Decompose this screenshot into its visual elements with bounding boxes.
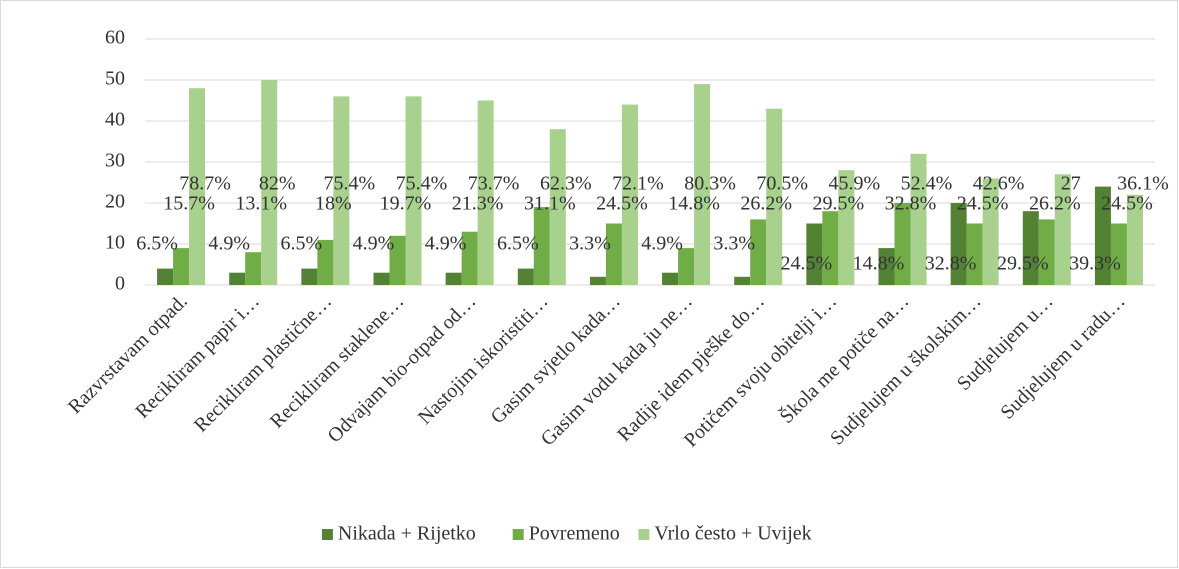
data-label: 3.3% <box>569 233 611 255</box>
bar <box>405 96 422 286</box>
legend-label: Povremeno <box>529 523 620 545</box>
bar <box>1054 174 1071 285</box>
bar <box>750 219 767 285</box>
bar <box>1094 186 1111 285</box>
bar <box>373 272 390 285</box>
legend-label: Vrlo često + Uvijek <box>654 523 811 545</box>
data-label: 4.9% <box>208 233 250 255</box>
data-label: 72.1% <box>612 173 664 195</box>
bar <box>1110 223 1127 285</box>
data-label: 24.5% <box>596 193 648 215</box>
data-label: 14.8% <box>668 193 720 215</box>
data-label: 3.3% <box>713 233 755 255</box>
bar <box>533 207 550 285</box>
bar <box>301 268 318 285</box>
bar <box>461 231 478 285</box>
bar <box>694 84 711 285</box>
y-tick-label: 10 <box>105 232 125 254</box>
bar <box>445 272 462 285</box>
bar <box>910 153 927 285</box>
bar <box>389 235 406 285</box>
bar <box>621 104 638 285</box>
data-label: 29.5% <box>813 193 865 215</box>
data-label: 4.9% <box>425 233 467 255</box>
data-label: 26.2% <box>1029 193 1081 215</box>
bar <box>517 268 534 285</box>
data-label: 4.9% <box>641 233 683 255</box>
data-label: 6.5% <box>497 233 539 255</box>
data-label: 31.1% <box>524 193 576 215</box>
data-label: 21.3% <box>452 193 504 215</box>
bar <box>605 223 622 285</box>
data-label: 80.3% <box>684 173 736 195</box>
data-label: 6.5% <box>136 233 178 255</box>
legend-label: Nikada + Rijetko <box>338 523 476 545</box>
y-tick-label: 0 <box>115 273 125 295</box>
bar <box>766 108 783 285</box>
data-label: 42.6% <box>973 173 1025 195</box>
data-label: 75.4% <box>324 173 376 195</box>
bar <box>317 239 334 285</box>
data-label: 14.8% <box>853 253 905 275</box>
bar <box>245 252 262 285</box>
bar <box>822 211 839 285</box>
data-label: 62.3% <box>540 173 592 195</box>
bar <box>229 272 246 285</box>
bar <box>838 170 855 285</box>
data-label: 32.8% <box>885 193 937 215</box>
data-label: 45.9% <box>829 173 881 195</box>
data-label: 82% <box>259 173 296 195</box>
data-label: 73.7% <box>468 173 520 195</box>
data-label: 4.9% <box>353 233 395 255</box>
legend-swatch <box>638 529 650 540</box>
legend-swatch <box>321 529 333 540</box>
data-label: 32.8% <box>925 253 977 275</box>
bar <box>982 178 999 285</box>
y-tick-label: 30 <box>105 150 125 172</box>
bar <box>1022 211 1039 285</box>
bar <box>1038 219 1055 285</box>
bar <box>878 248 895 285</box>
data-label: 52.4% <box>901 173 953 195</box>
data-label: 26.2% <box>740 193 792 215</box>
y-tick-label: 60 <box>105 27 125 49</box>
data-label: 24.5% <box>1101 193 1153 215</box>
data-label: 70.5% <box>756 173 808 195</box>
bar <box>333 96 350 286</box>
data-label: 24.5% <box>781 253 833 275</box>
bar <box>894 203 911 285</box>
y-tick-label: 40 <box>105 109 125 131</box>
y-tick-label: 50 <box>105 68 125 90</box>
bar <box>477 100 494 285</box>
data-label: 78.7% <box>179 173 231 195</box>
bar <box>662 272 679 285</box>
bar <box>157 268 174 285</box>
data-label: 6.5% <box>281 233 323 255</box>
bar <box>189 88 206 285</box>
data-label: 39.3% <box>1069 253 1121 275</box>
data-label: 75.4% <box>396 173 448 195</box>
bar <box>806 223 823 285</box>
legend-swatch <box>512 529 524 540</box>
y-tick-label: 20 <box>105 191 125 213</box>
bar <box>261 80 278 285</box>
data-label: 18% <box>315 193 352 215</box>
bar <box>589 276 606 285</box>
bar <box>734 276 751 285</box>
data-label: 36.1% <box>1117 173 1169 195</box>
bar <box>678 248 695 285</box>
bar <box>950 203 967 285</box>
data-label: 19.7% <box>380 193 432 215</box>
data-label: 13.1% <box>235 193 287 215</box>
bar <box>1126 194 1143 285</box>
data-label: 27 <box>1061 173 1081 195</box>
bar <box>549 129 566 285</box>
data-label: 24.5% <box>957 193 1009 215</box>
data-label: 29.5% <box>997 253 1049 275</box>
data-label: 15.7% <box>163 193 215 215</box>
bar <box>173 248 190 285</box>
bar <box>966 223 983 285</box>
